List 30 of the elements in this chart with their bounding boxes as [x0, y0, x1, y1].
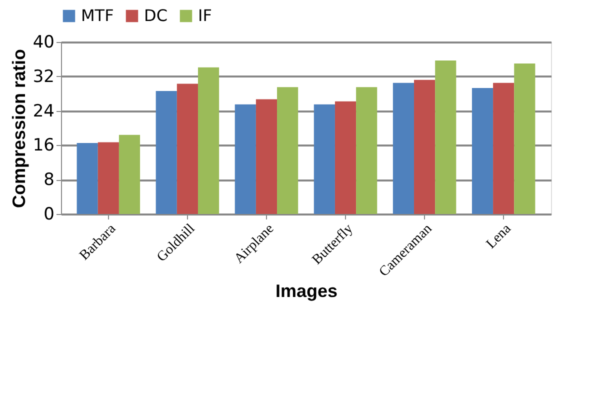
bar [277, 87, 298, 214]
y-tick-label: 24 [32, 101, 54, 122]
bar [198, 67, 220, 214]
bar [256, 99, 278, 214]
legend-label: MTF [81, 6, 114, 25]
legend-label: DC [144, 6, 168, 25]
bar [514, 64, 536, 214]
bar [493, 82, 514, 214]
bar [472, 88, 494, 214]
bar [176, 84, 198, 214]
bar [234, 104, 256, 214]
bar [314, 104, 335, 214]
legend-label: IF [198, 6, 212, 25]
y-tick-label: 32 [32, 66, 54, 87]
bar [334, 101, 356, 214]
x-tick-label: Lena [484, 220, 515, 252]
y-axis-title: Compression ratio [8, 48, 29, 208]
y-tick-label: 0 [44, 204, 54, 224]
bar [392, 82, 414, 214]
x-axis-title: Images [275, 281, 338, 302]
bar [156, 91, 177, 214]
y-tick-label: 40 [32, 32, 54, 52]
bar [98, 142, 119, 214]
y-tick-label: 16 [32, 136, 54, 156]
y-tick-label: 8 [44, 170, 54, 190]
bar [118, 134, 140, 214]
bar [356, 87, 378, 214]
bar [435, 60, 456, 214]
bar [76, 143, 98, 214]
bar [414, 80, 436, 214]
